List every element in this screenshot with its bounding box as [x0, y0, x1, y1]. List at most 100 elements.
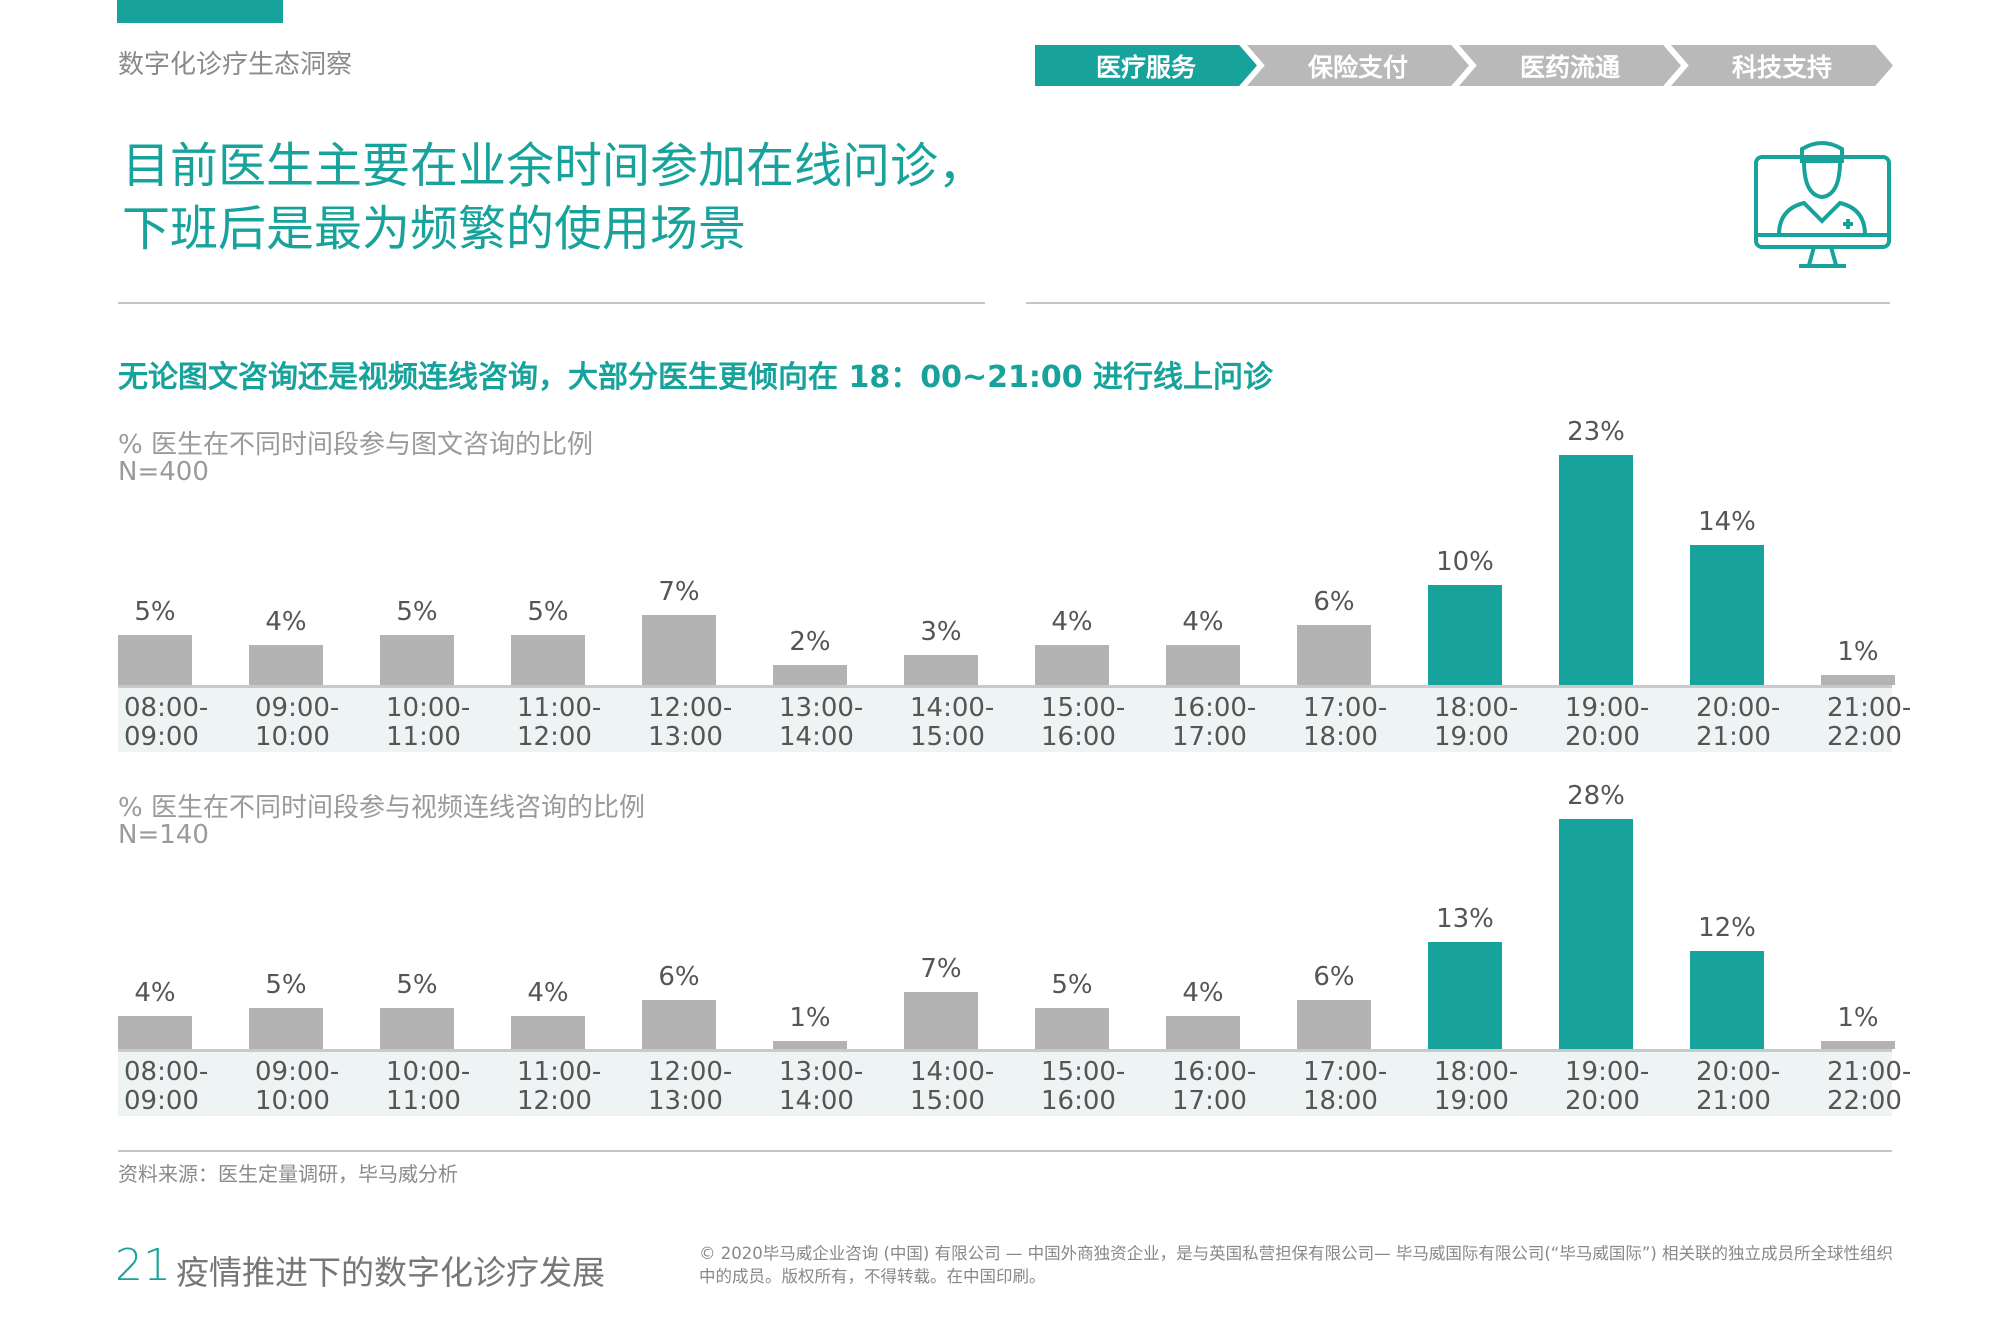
chart2-x-tick-label: 11:00-	[517, 1057, 602, 1087]
chart1-x-tick-label: 13:00	[648, 722, 723, 752]
chart2-bar	[773, 1040, 847, 1049]
chart2-x-tick-label: 10:00-	[386, 1057, 471, 1087]
chart1-sample-size: N=400	[118, 457, 209, 487]
chart1-value-label: 4%	[265, 607, 307, 637]
chart1-x-tick-label: 09:00-	[255, 693, 340, 723]
document-title: 疫情推进下的数字化诊疗发展	[176, 1253, 605, 1292]
page-title-line1: 目前医生主要在业余时间参加在线问诊，	[122, 138, 987, 194]
chart2-x-tick-label: 14:00	[779, 1086, 854, 1116]
chart1-x-tick-label: 14:00-	[910, 693, 995, 723]
chart1-value-label: 4%	[1051, 607, 1093, 637]
chart1-x-tick-label: 08:00-	[124, 693, 209, 723]
chart2-x-tick-label: 12:00	[517, 1086, 592, 1116]
chart1-value-label: 5%	[134, 597, 176, 627]
chart1-value-label: 10%	[1436, 547, 1494, 577]
page-number: 21	[115, 1240, 171, 1291]
chart2-value-label: 12%	[1698, 912, 1756, 943]
chart1-x-tick-label: 17:00	[1172, 722, 1247, 752]
chart1-x-tick-label: 12:00	[517, 722, 592, 752]
chart2-value-label: 1%	[789, 1002, 831, 1033]
chart2-x-tick-label: 18:00-	[1434, 1057, 1519, 1087]
chart1-x-tick-label: 13:00-	[779, 693, 864, 723]
chart2-bar	[1690, 950, 1764, 1049]
tab-pharma-distribution[interactable]: 医药流通	[1459, 45, 1681, 86]
chart2-bar	[1035, 1008, 1109, 1049]
chart2-x-tick-label: 15:00-	[1041, 1057, 1126, 1087]
chart2-x-tick-label: 12:00-	[648, 1057, 733, 1087]
chart1-x-tick-label: 12:00-	[648, 693, 733, 723]
chart2-x-tick-label: 09:00-	[255, 1057, 340, 1087]
chart2-value-label: 5%	[265, 970, 307, 1000]
chart1-value-label: 4%	[1182, 607, 1224, 637]
chart1-x-tick-label: 16:00	[1041, 722, 1116, 752]
tab-tech-support[interactable]: 科技支持	[1671, 45, 1893, 86]
chart2-bar	[118, 1016, 192, 1049]
chart1-x-tick-label: 18:00	[1303, 722, 1378, 752]
chart1-value-label: 1%	[1837, 637, 1879, 667]
chart2-x-tick-label: 16:00	[1041, 1086, 1116, 1116]
chart2-x-tick-label: 11:00	[386, 1086, 461, 1116]
chart1-x-tick-label: 11:00-	[517, 693, 602, 723]
chart1-value-label: 23%	[1567, 417, 1625, 447]
chart1-x-tick-label: 21:00	[1696, 722, 1771, 752]
chart1-baseline	[118, 685, 1892, 688]
chart2-value-label: 5%	[396, 970, 438, 1000]
chart2-x-tick-label: 13:00-	[779, 1057, 864, 1087]
chart2-value-label: 4%	[134, 978, 176, 1009]
chart2-bar	[1166, 1016, 1240, 1049]
doctor-monitor-icon	[1754, 141, 1891, 268]
chart2-baseline	[118, 1049, 1892, 1052]
chart2-x-tick-label: 17:00-	[1303, 1057, 1388, 1087]
chart1-bar	[1821, 675, 1895, 685]
chart1-bar	[1428, 585, 1502, 685]
chart2-value-label: 6%	[1313, 961, 1355, 992]
tab-medical-service[interactable]: 医疗服务	[1035, 45, 1257, 86]
divider-left	[118, 302, 985, 304]
section-label: 数字化诊疗生态洞察	[118, 50, 353, 80]
chart1-bar	[380, 635, 454, 685]
chart1-value-label: 6%	[1313, 587, 1355, 617]
chart1-x-tick-label: 15:00-	[1041, 693, 1126, 723]
source-note: 资料来源：医生定量调研，毕马威分析	[118, 1162, 458, 1186]
chart2-value-label: 13%	[1436, 904, 1494, 935]
chart1-bar	[1166, 645, 1240, 685]
copyright-notice: © 2020毕马威企业咨询 (中国) 有限公司 — 中国外商独资企业，是与英国私…	[699, 1244, 1894, 1286]
chart1-value-label: 5%	[527, 597, 569, 627]
chart1-x-tick-label: 15:00	[910, 722, 985, 752]
chart1-value-label: 14%	[1698, 507, 1756, 537]
footer-divider	[118, 1150, 1892, 1152]
divider-right	[1026, 302, 1890, 304]
chart2-value-label: 1%	[1837, 1002, 1879, 1033]
chart2-x-tick-label: 09:00	[124, 1086, 199, 1116]
chart2-bar	[380, 1008, 454, 1049]
chart2-bar	[642, 999, 716, 1049]
chart1-x-tick-label: 20:00-	[1696, 693, 1781, 723]
chart1-bar	[642, 615, 716, 685]
chart2-x-tick-label: 13:00	[648, 1086, 723, 1116]
chart2-x-tick-label: 16:00-	[1172, 1057, 1257, 1087]
chart1-value-label: 7%	[658, 577, 700, 607]
chart1-title: % 医生在不同时间段参与图文咨询的比例	[118, 430, 593, 460]
chart2-value-label: 7%	[920, 953, 962, 984]
top-accent-bar	[117, 0, 283, 23]
chart1-x-tick-label: 20:00	[1565, 722, 1640, 752]
page-title-line2: 下班后是最为频繁的使用场景	[122, 201, 747, 257]
chart2-x-tick-label: 21:00-	[1827, 1057, 1912, 1087]
chart2-x-tick-label: 17:00	[1172, 1086, 1247, 1116]
chart1-x-tick-label: 10:00	[255, 722, 330, 752]
chart2-x-tick-label: 19:00	[1434, 1086, 1509, 1116]
chart1-x-tick-label: 16:00-	[1172, 693, 1257, 723]
tab-insurance-payment[interactable]: 保险支付	[1247, 45, 1469, 86]
chart1-axis-band	[118, 688, 1892, 752]
chart1-bar	[1559, 455, 1633, 685]
chart2-x-tick-label: 10:00	[255, 1086, 330, 1116]
chart2-bar	[1428, 942, 1502, 1049]
chart2-value-label: 4%	[1182, 978, 1224, 1009]
chart2-bar	[1297, 999, 1371, 1049]
chart2-x-tick-label: 22:00	[1827, 1086, 1902, 1116]
chart2-bar	[1821, 1040, 1895, 1049]
chart2-x-tick-label: 14:00-	[910, 1057, 995, 1087]
chart2-value-label: 5%	[1051, 970, 1093, 1000]
chart2-x-tick-label: 20:00	[1565, 1086, 1640, 1116]
